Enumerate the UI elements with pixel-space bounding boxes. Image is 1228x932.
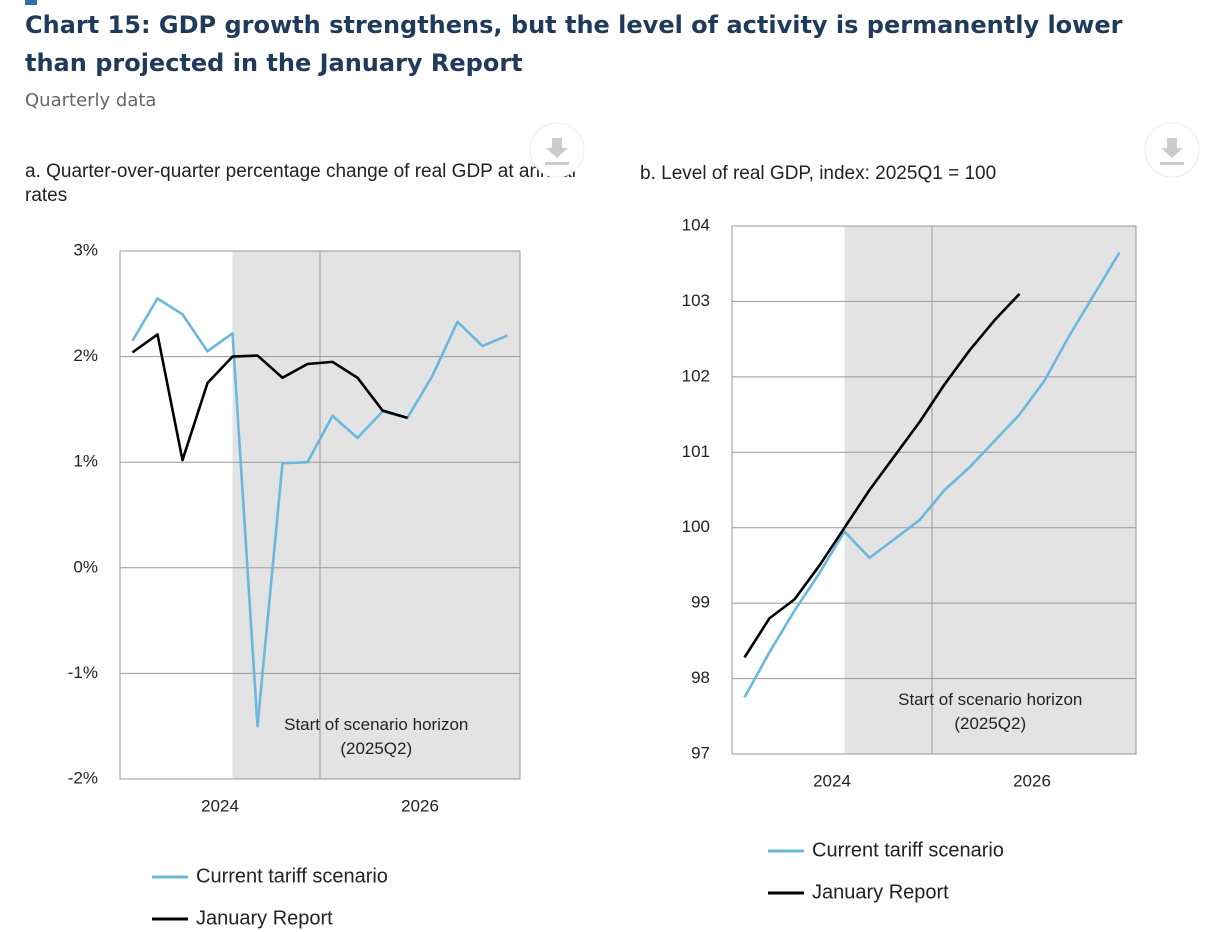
page-subtitle: Quarterly data — [25, 90, 157, 111]
download-icon[interactable] — [1144, 122, 1200, 178]
annotation: Start of scenario horizon (2025Q2) — [898, 690, 1082, 733]
annotation: Start of scenario horizon (2025Q2) — [284, 715, 468, 758]
page-title: Chart 15: GDP growth strengthens, but th… — [25, 11, 1123, 77]
legend-label: January Report — [196, 907, 333, 929]
x-tick-label: 2024 — [813, 771, 851, 790]
x-tick-label: 2026 — [401, 796, 439, 815]
y-tick-label: 0% — [73, 557, 98, 576]
annotation-line: (2025Q2) — [954, 714, 1026, 733]
y-tick-label: 1% — [73, 452, 98, 471]
series-line — [743, 251, 1121, 699]
series-line — [743, 292, 1021, 659]
legend-label: Current tariff scenario — [812, 839, 1004, 861]
series-line — [131, 297, 509, 728]
x-tick-label: 2026 — [1013, 771, 1051, 790]
x-tick-label: 2024 — [201, 796, 239, 815]
panel-title: b. Level of real GDP, index: 2025Q1 = 10… — [640, 163, 997, 184]
legend-label: January Report — [812, 881, 949, 903]
y-tick-label: 100 — [682, 517, 710, 536]
annotation-line: (2025Q2) — [340, 739, 412, 758]
plot-frame — [119, 250, 521, 780]
annotation-line: Start of scenario horizon — [898, 690, 1082, 709]
plot-frame — [731, 225, 1137, 755]
y-tick-label: 102 — [682, 366, 710, 385]
y-tick-label: 104 — [682, 215, 710, 234]
y-tick-label: 2% — [73, 346, 98, 365]
y-tick-label: 97 — [691, 743, 710, 762]
scenario-shade — [844, 226, 1136, 754]
y-tick-label: 99 — [691, 593, 710, 612]
y-tick-label: 103 — [682, 291, 710, 310]
panel-title: a. Quarter-over-quarter percentage chang… — [25, 161, 576, 206]
scenario-shade — [232, 251, 520, 779]
y-tick-label: 3% — [73, 240, 98, 259]
series-line — [131, 333, 408, 462]
legend-label: Current tariff scenario — [196, 865, 388, 887]
annotation-line: Start of scenario horizon — [284, 715, 468, 734]
y-tick-label: -1% — [68, 663, 98, 682]
y-tick-label: -2% — [68, 768, 98, 787]
accent — [25, 0, 37, 5]
download-icon[interactable] — [529, 122, 585, 178]
y-tick-label: 98 — [691, 668, 710, 687]
y-tick-label: 101 — [682, 442, 710, 461]
